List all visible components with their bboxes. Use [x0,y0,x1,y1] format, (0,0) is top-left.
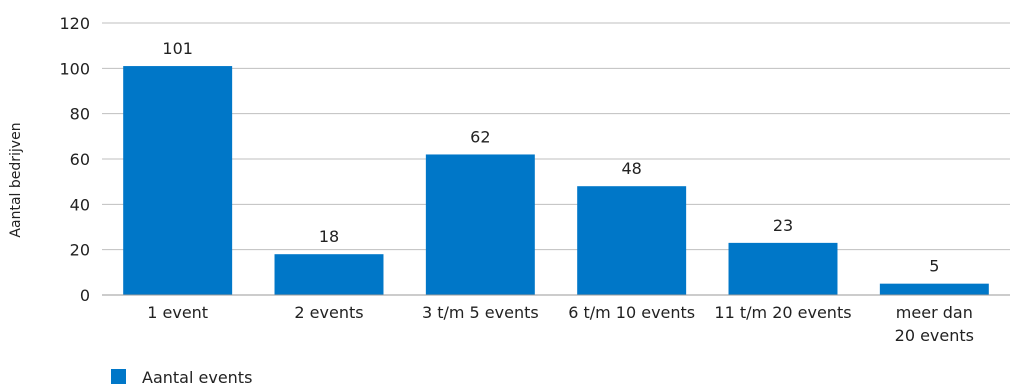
x-tick-label: 2 events [294,303,363,322]
bar [425,154,535,295]
data-label: 62 [470,127,490,146]
x-tick-label: 20 events [895,326,974,345]
x-tick-label: 11 t/m 20 events [714,303,851,322]
data-label: 101 [162,39,193,58]
y-tick-label: 20 [70,241,90,260]
legend: Aantal events [111,368,252,387]
legend-swatch [111,369,126,384]
bars [123,66,989,295]
bar [274,254,384,295]
bar [123,66,233,295]
x-tick-label: 3 t/m 5 events [422,303,539,322]
data-label: 18 [319,227,339,246]
x-tick-label: 6 t/m 10 events [568,303,695,322]
y-axis-ticks: 0 20 40 60 80 100 120 [59,14,90,305]
data-label: 5 [929,257,939,276]
y-tick-label: 40 [70,195,90,214]
y-tick-label: 120 [59,14,90,33]
data-label: 48 [621,159,641,178]
y-tick-label: 0 [80,286,90,305]
bar [879,283,989,295]
bar [577,186,687,295]
y-axis-title: Aantal bedrijven [8,122,24,237]
gridlines [102,22,1010,251]
y-tick-label: 100 [59,59,90,78]
data-label: 23 [773,216,793,235]
x-tick-label: meer dan [896,303,973,322]
x-axis-ticks: 1 event 2 events 3 t/m 5 events 6 t/m 10 ev… [147,303,974,345]
bar [728,242,838,295]
x-tick-label: 1 event [147,303,208,322]
y-tick-label: 80 [70,105,90,124]
data-labels: 101 18 62 48 23 5 [162,39,939,276]
y-tick-label: 60 [70,150,90,169]
legend-label: Aantal events [142,368,252,387]
